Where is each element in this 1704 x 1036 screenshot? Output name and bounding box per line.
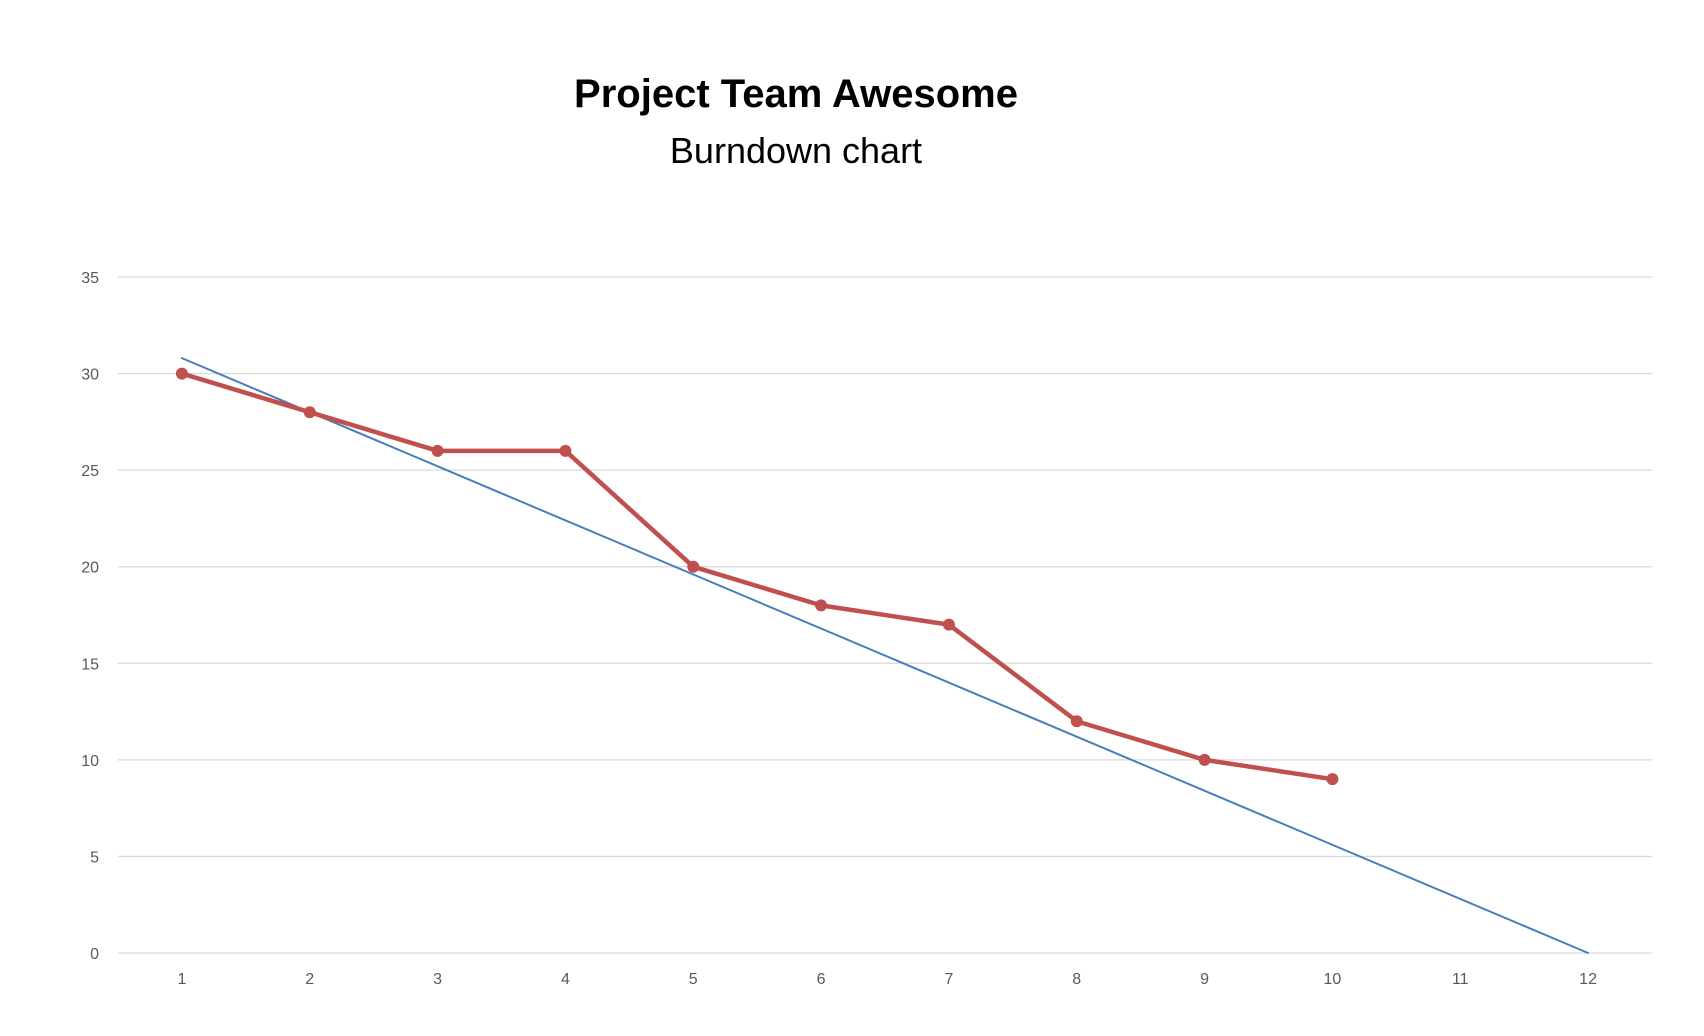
chart-title: Project Team Awesome	[574, 72, 1018, 116]
x-axis: 1 2 3 4 5 6 7 8 9 10 11 12	[177, 971, 1597, 988]
y-tick-label: 15	[81, 656, 99, 673]
x-tick-label: 11	[1452, 971, 1469, 988]
y-tick-label: 0	[90, 946, 99, 963]
x-tick-label: 4	[561, 971, 570, 988]
y-tick-label: 10	[81, 753, 99, 770]
data-point-3	[431, 444, 444, 457]
x-tick-label: 6	[817, 971, 826, 988]
x-tick-label: 7	[944, 971, 953, 988]
y-tick-label: 5	[90, 849, 99, 866]
x-tick-label: 1	[177, 971, 186, 988]
data-point-5	[687, 560, 700, 573]
x-tick-label: 3	[433, 971, 442, 988]
data-point-1	[175, 367, 188, 380]
ideal-trend-line	[180, 357, 1590, 954]
actual-series-line	[179, 371, 1335, 782]
x-tick-label: 12	[1579, 971, 1597, 988]
x-tick-label: 10	[1324, 971, 1342, 988]
data-point-9	[1198, 753, 1211, 766]
data-point-6	[815, 599, 828, 612]
x-tick-label: 2	[305, 971, 314, 988]
data-point-10	[1326, 773, 1339, 786]
x-tick-label: 9	[1200, 971, 1209, 988]
data-point-7	[942, 618, 955, 631]
y-tick-label: 20	[81, 560, 99, 577]
series-layer	[175, 357, 1590, 954]
x-tick-label: 5	[689, 971, 698, 988]
y-tick-label: 35	[81, 270, 99, 287]
gridlines	[118, 276, 1652, 954]
y-axis: 0 5 10 15 20 25 30 35	[81, 270, 99, 963]
data-point-4	[559, 444, 572, 457]
y-tick-label: 25	[81, 463, 99, 480]
data-point-2	[303, 406, 316, 419]
data-point-8	[1070, 715, 1083, 728]
x-tick-label: 8	[1072, 971, 1081, 988]
chart-subtitle: Burndown chart	[669, 130, 923, 171]
y-tick-label: 30	[81, 367, 99, 384]
